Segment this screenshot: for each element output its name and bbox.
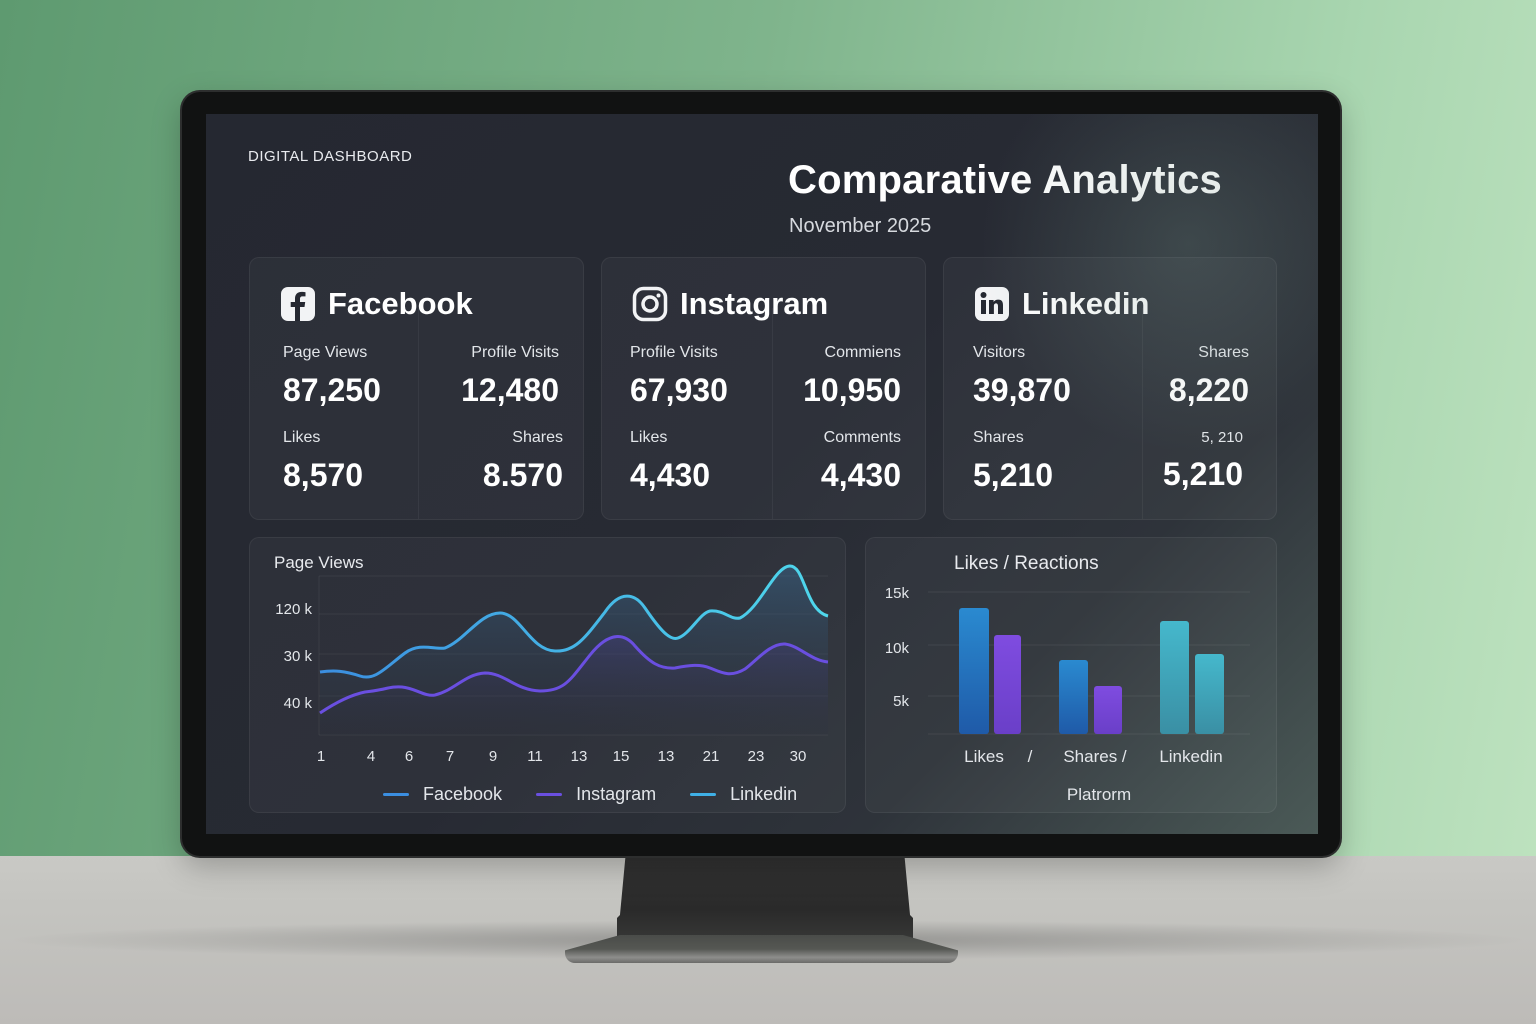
monitor-stand-base xyxy=(565,935,958,963)
x-axis-title: Platrorm xyxy=(1067,785,1131,804)
bar-shares-b[interactable] xyxy=(1094,686,1122,734)
facebook-card-header: Facebook xyxy=(280,286,473,322)
monitor-bezel: DIGITAL DASHBOARD Comparative Analytics … xyxy=(182,92,1340,856)
y-tick-label: 5k xyxy=(893,693,909,710)
legend-swatch xyxy=(690,793,717,796)
y-tick-label: 120 k xyxy=(275,601,312,618)
x-tick-label: 4 xyxy=(367,748,375,765)
metric-profile-visits: Profile Visits 12,480 xyxy=(461,344,559,408)
metric-commiens: Commiens 10,950 xyxy=(803,344,901,408)
x-tick-label: 6 xyxy=(405,748,413,765)
y-tick-label: 30 k xyxy=(284,648,313,665)
y-tick-label: 10k xyxy=(885,640,910,657)
page-views-chart-card: Page Views xyxy=(249,537,846,813)
instagram-card-title: Instagram xyxy=(680,286,829,321)
linkedin-card: Linkedin Visitors 39,870 Shares 8,220 Sh… xyxy=(943,257,1277,520)
facebook-card-title: Facebook xyxy=(328,286,473,321)
facebook-card: Facebook Page Views 87,250 Profile Visit… xyxy=(249,257,584,520)
x-category-label: Likes xyxy=(964,747,1004,766)
legend-item-linkedin[interactable]: Linkedin xyxy=(690,784,797,805)
x-tick-label: 13 xyxy=(571,748,588,765)
facebook-icon xyxy=(280,286,316,322)
card-divider xyxy=(418,308,419,519)
likes-reactions-chart-title: Likes / Reactions xyxy=(954,553,1099,574)
page-views-line-chart: 120 k 30 k 40 k 1 4 6 7 9 11 xyxy=(275,564,829,765)
card-divider xyxy=(1142,308,1143,519)
legend-swatch xyxy=(536,793,563,796)
likes-reactions-bar-chart: 15k 10k 5k Likes / Shares / Linkedin Pla… xyxy=(885,585,1250,804)
instagram-card: Instagram Profile Visits 67,930 Commiens… xyxy=(601,257,926,520)
instagram-line xyxy=(319,635,829,715)
metric-visitors: Visitors 39,870 xyxy=(973,344,1071,408)
x-tick-label: 11 xyxy=(527,748,543,765)
metric-5210: 5, 210 5,210 xyxy=(1162,429,1243,492)
instagram-icon xyxy=(632,286,668,322)
bar-linkedin-a[interactable] xyxy=(1160,621,1189,734)
bar-likes-b[interactable] xyxy=(994,635,1021,734)
legend-item-instagram[interactable]: Instagram xyxy=(536,784,656,805)
dashboard-screen: DIGITAL DASHBOARD Comparative Analytics … xyxy=(206,114,1318,834)
metric-page-views: Page Views 87,250 xyxy=(283,344,381,408)
x-tick-label: 13 xyxy=(658,748,675,765)
x-tick-label: 15 xyxy=(613,748,630,765)
page-subtitle-date: November 2025 xyxy=(789,215,932,237)
lower-series-area xyxy=(320,636,828,735)
likes-reactions-chart-card: Likes / Reactions xyxy=(865,537,1277,813)
bar-shares-a[interactable] xyxy=(1059,660,1088,734)
y-tick-label: 15k xyxy=(885,585,910,602)
page-title: Comparative Analytics xyxy=(788,158,1222,202)
card-divider xyxy=(772,308,773,519)
y-tick-label: 40 k xyxy=(284,695,313,712)
x-category-label: Linkedin xyxy=(1159,747,1222,766)
linkedin-icon xyxy=(974,286,1010,322)
metric-shares-secondary: Shares 5,210 xyxy=(973,429,1054,493)
x-tick-label: 23 xyxy=(748,748,765,765)
metric-shares: Shares 8.570 xyxy=(482,429,563,493)
linkedin-card-title: Linkedin xyxy=(1022,286,1150,321)
legend-item-facebook[interactable]: Facebook xyxy=(383,784,502,805)
metric-likes: Likes 8,570 xyxy=(283,429,364,493)
x-tick-label: 1 xyxy=(317,748,325,765)
metric-comments: Comments 4,430 xyxy=(820,429,901,493)
x-tick-label: 21 xyxy=(703,748,720,765)
x-category-separator: / xyxy=(1028,747,1033,766)
x-category-label: Shares / xyxy=(1063,747,1127,766)
metric-likes: Likes 4,430 xyxy=(630,429,711,493)
legend-swatch xyxy=(383,793,409,796)
line-chart-legend: Facebook Instagram Linkedin xyxy=(383,784,797,805)
metric-profile-visits: Profile Visits 67,930 xyxy=(630,344,728,408)
instagram-card-header: Instagram xyxy=(632,286,828,322)
metric-shares: Shares 8,220 xyxy=(1168,344,1249,408)
x-tick-label: 30 xyxy=(790,748,807,765)
brand-label: DIGITAL DASHBOARD xyxy=(248,148,413,165)
bar-linkedin-b[interactable] xyxy=(1195,654,1224,734)
x-tick-label: 7 xyxy=(446,748,454,765)
page-views-chart-title: Page Views xyxy=(274,553,364,572)
facebook-linkedin-line xyxy=(319,564,829,679)
x-tick-label: 9 xyxy=(489,748,497,765)
linkedin-card-header: Linkedin xyxy=(974,286,1149,322)
bar-likes-a[interactable] xyxy=(959,608,989,734)
